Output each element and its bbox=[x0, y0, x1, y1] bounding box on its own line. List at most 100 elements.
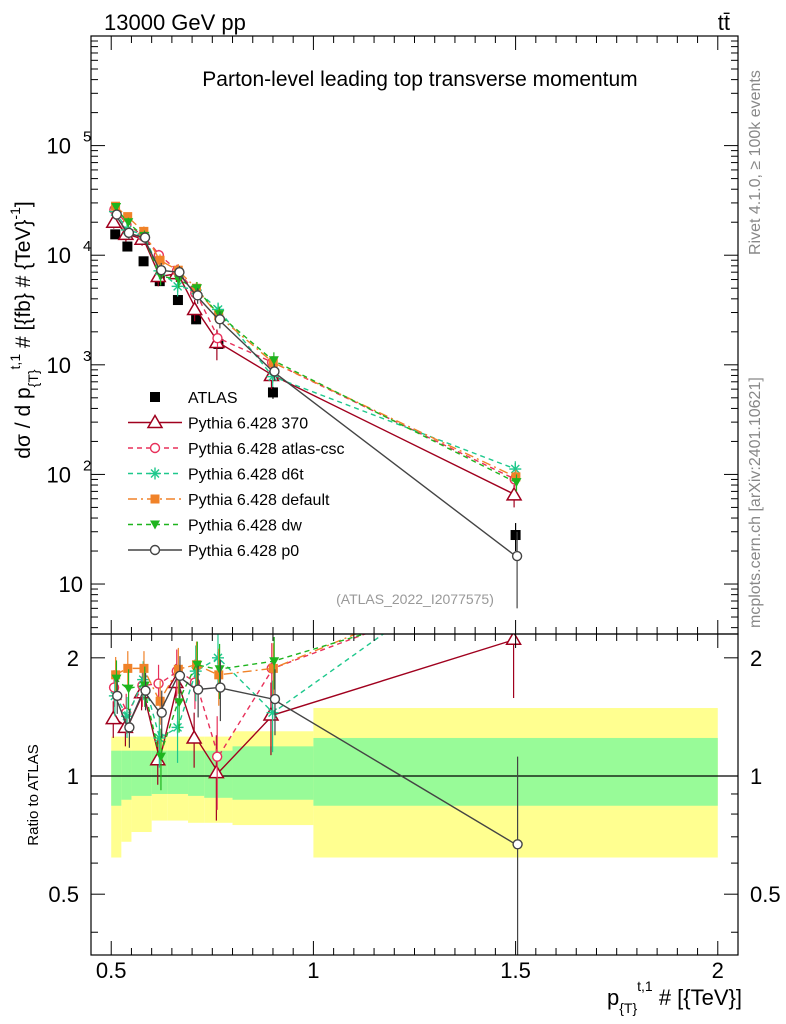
main-marker-dw bbox=[173, 275, 184, 285]
ratio-series-p0 bbox=[112, 656, 523, 955]
band-green bbox=[167, 750, 189, 794]
ratio-marker-default bbox=[123, 663, 133, 673]
band-green bbox=[111, 750, 122, 806]
main-marker-d6t-stroke bbox=[173, 281, 183, 291]
main-marker-p370 bbox=[105, 213, 123, 228]
ratio-marker-default bbox=[214, 670, 224, 680]
x-axis-label: p{T}t,1 # [{TeV}] bbox=[607, 978, 742, 1016]
energy-label: 13000 GeV pp bbox=[104, 10, 246, 35]
x-tick-label: 2 bbox=[712, 958, 724, 983]
legend-label-p370: Pythia 6.428 370 bbox=[188, 416, 308, 433]
main-y-label-part: ] bbox=[12, 201, 35, 207]
ratio-marker-dw bbox=[155, 752, 166, 762]
main-marker-ATLAS bbox=[172, 295, 183, 306]
legend-marker-default bbox=[150, 494, 160, 504]
main-series-p0 bbox=[111, 209, 523, 609]
main-y-label-part: dσ / d p bbox=[12, 387, 35, 458]
main-y-tick-label: 10 bbox=[59, 572, 83, 597]
legend-marker-atlas_csc bbox=[149, 442, 161, 454]
main-marker-ATLAS bbox=[138, 256, 149, 267]
legend-label-dw: Pythia 6.428 dw bbox=[188, 518, 302, 535]
x-tick-label: 1 bbox=[307, 958, 319, 983]
main-marker-dw bbox=[268, 356, 279, 366]
ratio-marker-atlas_csc bbox=[153, 678, 164, 689]
ratio-y-axis-label: Ratio to ATLAS bbox=[25, 744, 42, 845]
legend-marker-p370 bbox=[146, 414, 164, 429]
ratio-marker-p0 bbox=[215, 682, 226, 693]
main-marker-ATLAS bbox=[191, 314, 202, 325]
ratio-marker-dw bbox=[192, 660, 203, 670]
legend-label-ATLAS: ATLAS bbox=[188, 390, 238, 407]
main-marker-p370 bbox=[505, 486, 523, 501]
x-axis-label-part: p bbox=[607, 985, 619, 1010]
main-marker-dw bbox=[111, 203, 122, 213]
main-marker-p0 bbox=[139, 232, 151, 243]
ratio-y-tick-label-right: 2 bbox=[750, 646, 762, 671]
main-marker-p0 bbox=[111, 209, 122, 220]
ratio-marker-dw bbox=[174, 698, 185, 708]
ratio-marker-p0 bbox=[156, 707, 167, 718]
band-green bbox=[313, 737, 718, 806]
ratio-marker-p370 bbox=[208, 764, 225, 779]
analysis-label: (ATLAS_2022_I2077575) bbox=[336, 591, 494, 607]
legend-label-p0: Pythia 6.428 p0 bbox=[188, 543, 299, 560]
x-tick-label: 1.5 bbox=[500, 958, 531, 983]
main-marker-ATLAS bbox=[110, 229, 121, 240]
ratio-marker-d6t-stroke bbox=[173, 722, 183, 732]
main-y-tick-label: 10 bbox=[47, 134, 71, 159]
ratio-marker-p370 bbox=[185, 729, 203, 744]
x-axis-label-part: {T} bbox=[619, 1000, 637, 1016]
main-panel: 10 10 2 10 3 10 4 10 5 Parton-level leading top … bbox=[7, 35, 739, 635]
ratio-y-tick-label: 0.5 bbox=[48, 882, 79, 907]
main-marker-p0 bbox=[156, 264, 167, 276]
main-marker-p0 bbox=[123, 227, 135, 239]
main-marker-dw bbox=[123, 218, 134, 228]
ratio-marker-default bbox=[268, 663, 278, 673]
main-marker-p370 bbox=[186, 300, 203, 316]
main-y-tick-label: 10 bbox=[47, 353, 71, 378]
ratio-marker-p0 bbox=[269, 693, 281, 705]
legend-entry-d6t: Pythia 6.428 d6t bbox=[128, 467, 304, 484]
x-tick-label: 0.5 bbox=[96, 958, 127, 983]
ratio-y-tick-label: 1 bbox=[67, 764, 79, 789]
main-y-label-part: t,1 bbox=[7, 354, 23, 370]
legend-marker-dw bbox=[150, 520, 160, 530]
band-green bbox=[188, 750, 205, 796]
ratio-content bbox=[91, 634, 738, 955]
ratio-marker-dw bbox=[214, 665, 225, 675]
legend-entry-default: Pythia 6.428 default bbox=[128, 492, 330, 509]
legend-label-d6t: Pythia 6.428 d6t bbox=[188, 467, 304, 484]
main-marker-default bbox=[155, 255, 165, 265]
main-content bbox=[105, 201, 523, 609]
band-green bbox=[131, 750, 152, 796]
legend: ATLAS Pythia 6.428 370 Pythia 6.428 atlas-… bbox=[128, 390, 345, 560]
ratio-marker-p0 bbox=[512, 839, 523, 850]
legend-marker-d6t bbox=[149, 467, 161, 480]
legend-entry-dw: Pythia 6.428 dw bbox=[128, 518, 302, 535]
legend-entry-p0: Pythia 6.428 p0 bbox=[128, 543, 299, 560]
main-marker-atlas_csc bbox=[212, 332, 223, 344]
band-green bbox=[121, 750, 132, 800]
main-marker-ATLAS bbox=[267, 387, 278, 398]
legend-marker-p0 bbox=[149, 544, 161, 556]
legend-label-atlas_csc: Pythia 6.428 atlas-csc bbox=[188, 441, 345, 458]
ratio-marker-atlas_csc bbox=[211, 751, 223, 762]
legend-entry-ATLAS: ATLAS bbox=[150, 390, 238, 407]
main-marker-d6t-stroke bbox=[510, 464, 520, 474]
ratio-marker-p0 bbox=[192, 684, 204, 695]
main-y-tick-exponent: 2 bbox=[83, 457, 91, 474]
main-marker-p0 bbox=[269, 366, 280, 377]
x-axis-label-part: # [{TeV}] bbox=[653, 985, 742, 1010]
ratio-y-tick-label-right: 0.5 bbox=[750, 882, 781, 907]
main-y-tick-exponent: 3 bbox=[83, 348, 91, 365]
ratio-marker-dw bbox=[111, 674, 122, 684]
main-y-label-part: {T} bbox=[25, 369, 41, 387]
main-marker-p0 bbox=[511, 550, 523, 562]
ratio-axes: 0.5 0.5 1 1 2 2 0.5 1 1.5 2 bbox=[48, 633, 781, 983]
legend-marker-d6t-stroke bbox=[150, 469, 160, 478]
main-y-tick-exponent: 4 bbox=[83, 238, 91, 255]
chart-title: Parton-level leading top transverse mome… bbox=[202, 68, 637, 91]
ratio-marker-default bbox=[139, 663, 149, 673]
main-y-label-part: # [{fb} # {TeV} bbox=[12, 220, 35, 354]
